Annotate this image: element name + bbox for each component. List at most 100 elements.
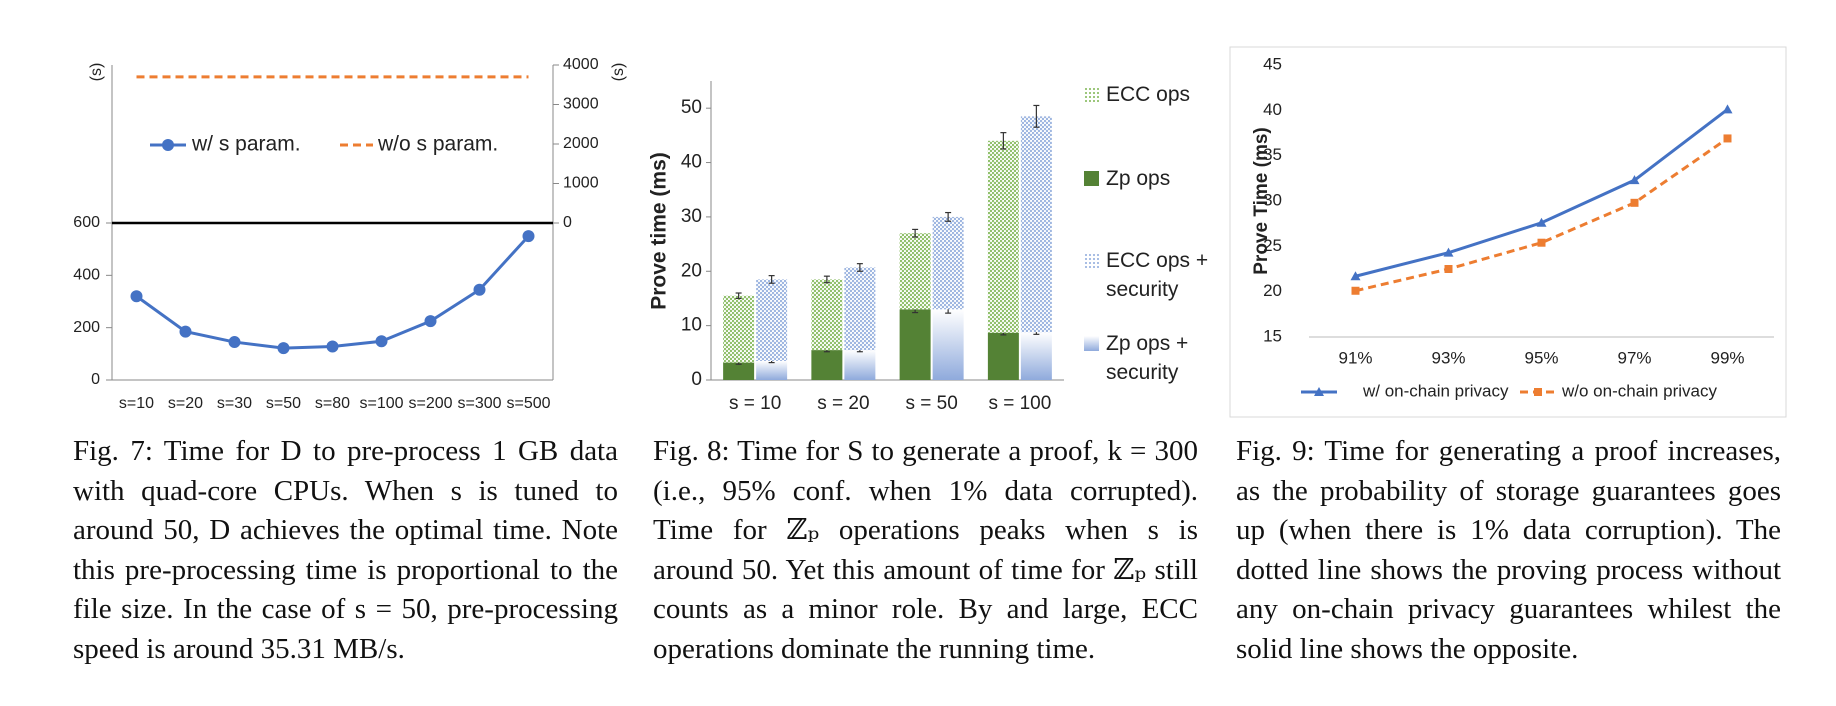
marker bbox=[228, 336, 241, 349]
y-axis-label: (s) bbox=[88, 63, 105, 82]
tick-label: 20 bbox=[681, 260, 702, 281]
tick-label: 0 bbox=[91, 371, 100, 388]
legend-item: ECC ops bbox=[1084, 80, 1214, 109]
marker bbox=[1537, 238, 1546, 247]
marker bbox=[277, 342, 290, 355]
marker bbox=[424, 315, 437, 328]
legend-label: Zp ops + security bbox=[1106, 332, 1189, 384]
error-bar bbox=[735, 292, 742, 300]
marker bbox=[1723, 134, 1732, 143]
series-line bbox=[1355, 108, 1729, 278]
error-bar bbox=[1033, 104, 1040, 128]
marker bbox=[179, 325, 192, 338]
y-axis-label: Prove time (ms) bbox=[648, 152, 671, 310]
bar-segment bbox=[811, 279, 843, 351]
x-tick-label: 93% bbox=[1431, 348, 1465, 367]
x-tick-label: s=80 bbox=[315, 395, 350, 412]
x-tick-label: s=500 bbox=[506, 395, 550, 412]
x-tick-label: 91% bbox=[1338, 348, 1372, 367]
x-tick-label: 99% bbox=[1710, 348, 1744, 367]
x-tick-label: s=100 bbox=[359, 395, 403, 412]
bar-segment bbox=[844, 350, 876, 380]
x-tick-label: s = 100 bbox=[988, 393, 1051, 414]
bar-segment bbox=[1020, 116, 1052, 333]
legend-label: Zp ops bbox=[1106, 167, 1171, 190]
tick-label: 40 bbox=[1263, 100, 1282, 119]
error-bar bbox=[768, 275, 775, 284]
x-tick-label: 97% bbox=[1617, 348, 1651, 367]
bar-segment bbox=[987, 140, 1019, 333]
error-bar bbox=[1000, 132, 1007, 150]
marker bbox=[130, 290, 143, 303]
legend-label: w/ s param. bbox=[191, 133, 301, 156]
error-bar bbox=[823, 275, 830, 284]
tick-label: 25 bbox=[1263, 236, 1282, 255]
tick-label: 30 bbox=[1263, 190, 1282, 209]
x-tick-label: s=10 bbox=[119, 395, 154, 412]
tick-label: 0 bbox=[563, 214, 572, 231]
marker bbox=[326, 340, 339, 353]
tick-label: 200 bbox=[73, 319, 100, 336]
bar-segment bbox=[987, 332, 1019, 380]
marker bbox=[1350, 271, 1361, 281]
marker bbox=[1351, 286, 1360, 295]
marker bbox=[1722, 104, 1733, 114]
legend-label: w/o s param. bbox=[377, 133, 498, 156]
tick-label: 50 bbox=[681, 97, 702, 118]
bar-segment bbox=[723, 362, 755, 380]
x-tick-label: s = 20 bbox=[817, 393, 869, 414]
marker bbox=[522, 230, 535, 243]
marker bbox=[1444, 265, 1453, 273]
tick-label: 20 bbox=[1263, 281, 1282, 300]
legend-swatch bbox=[1084, 87, 1099, 102]
error-bar bbox=[912, 228, 919, 238]
bar-segment bbox=[899, 309, 931, 380]
bar-segment bbox=[723, 295, 755, 363]
legend-label: ECC ops + security bbox=[1106, 249, 1209, 301]
bar-segment bbox=[1020, 332, 1052, 380]
legend-label: w/ on-chain privacy bbox=[1362, 381, 1509, 400]
marker bbox=[1536, 217, 1547, 227]
marker bbox=[1443, 247, 1454, 257]
error-bar bbox=[945, 211, 952, 222]
x-tick-label: s = 50 bbox=[905, 393, 957, 414]
y-axis-label: Prove Time (ms) bbox=[1251, 127, 1272, 274]
legend-swatch bbox=[1084, 171, 1099, 186]
x-tick-label: s=50 bbox=[266, 395, 301, 412]
marker bbox=[1629, 175, 1640, 185]
x-tick-label: s=30 bbox=[217, 395, 252, 412]
bar-segment bbox=[932, 309, 964, 380]
legend-item: ECC ops + security bbox=[1084, 246, 1214, 304]
bar-segment bbox=[899, 233, 931, 310]
tick-label: 45 bbox=[1263, 54, 1282, 73]
legend-item: Zp ops bbox=[1084, 164, 1214, 193]
bar-segment bbox=[756, 360, 788, 380]
tick-label: 35 bbox=[1263, 145, 1282, 164]
marker bbox=[375, 335, 388, 348]
bar-segment bbox=[932, 216, 964, 310]
legend-item: Zp ops + security bbox=[1084, 329, 1214, 387]
legend-label: w/o on-chain privacy bbox=[1561, 381, 1717, 400]
bar-segment bbox=[756, 279, 788, 361]
legend-marker bbox=[162, 139, 174, 151]
tick-label: 400 bbox=[73, 267, 100, 284]
legend-label: ECC ops bbox=[1106, 83, 1191, 106]
x-tick-label: s=300 bbox=[457, 395, 501, 412]
series-line bbox=[135, 235, 530, 350]
tick-label: 3000 bbox=[563, 96, 599, 113]
caption: Fig. 9: Time for generating a proof incr… bbox=[1236, 435, 1781, 665]
caption: Fig. 8: Time for S to generate a proof, … bbox=[653, 435, 1198, 665]
bar-segment bbox=[811, 350, 843, 380]
tick-label: 0 bbox=[691, 369, 702, 390]
y2-axis-label: (s) bbox=[610, 63, 627, 82]
legend-marker bbox=[1534, 388, 1542, 396]
tick-label: 15 bbox=[1263, 326, 1282, 345]
x-tick-label: s=200 bbox=[408, 395, 452, 412]
marker bbox=[1630, 198, 1639, 207]
tick-label: 2000 bbox=[563, 135, 599, 152]
x-tick-label: 95% bbox=[1524, 348, 1558, 367]
caption: Fig. 7: Time for D to pre-process 1 GB d… bbox=[73, 435, 618, 665]
tick-label: 1000 bbox=[563, 175, 599, 192]
tick-label: 600 bbox=[73, 214, 100, 231]
